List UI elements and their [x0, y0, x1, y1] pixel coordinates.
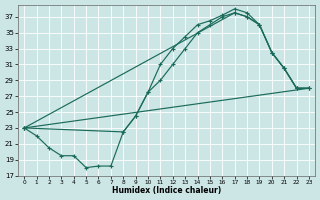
- X-axis label: Humidex (Indice chaleur): Humidex (Indice chaleur): [112, 186, 221, 195]
